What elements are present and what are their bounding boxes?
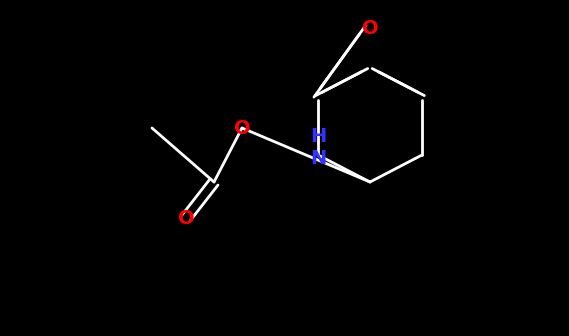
Text: O: O bbox=[178, 209, 194, 227]
Text: O: O bbox=[362, 18, 378, 38]
Text: O: O bbox=[234, 119, 250, 137]
Text: N: N bbox=[310, 150, 326, 168]
Text: H: H bbox=[310, 127, 326, 146]
